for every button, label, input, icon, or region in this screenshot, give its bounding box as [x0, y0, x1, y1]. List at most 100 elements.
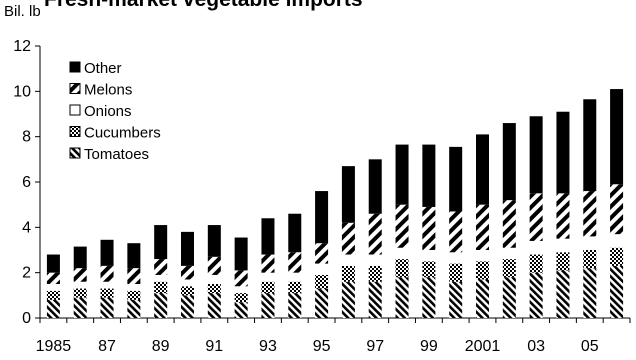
bar-segment-other-1987 [100, 239, 114, 266]
legend-swatch-onions [69, 104, 81, 116]
bar-segment-tomatoes-1997 [368, 281, 382, 318]
bar-segment-tomatoes-1996 [341, 281, 355, 318]
bar-segment-tomatoes-1985 [46, 299, 60, 318]
bar-segment-melons-2001 [476, 204, 489, 250]
bar-segment-tomatoes-1993 [261, 293, 275, 318]
bar-segment-cucumbers-1985 [46, 290, 60, 300]
x-tick-label: 03 [527, 338, 545, 355]
bar-segment-onions-1986 [73, 281, 87, 289]
bar-segment-melons-2000 [449, 211, 463, 253]
y-tick-label: 8 [22, 129, 31, 146]
bar-segment-melons-1998 [395, 204, 409, 248]
x-tick-label: 91 [205, 338, 223, 355]
bar-segment-other-1990 [181, 231, 194, 266]
bar-segment-onions-2002 [502, 247, 516, 260]
bar-segment-cucumbers-2004 [556, 252, 570, 271]
bar-segment-other-2000 [449, 146, 463, 212]
bar-segment-cucumbers-2005 [583, 250, 597, 269]
bar-segment-melons-1993 [261, 254, 275, 273]
bar-segment-tomatoes-1990 [181, 295, 194, 318]
legend-swatch-other [69, 61, 81, 73]
bar-segment-cucumbers-1992 [234, 293, 248, 303]
x-tick-label: 93 [259, 338, 277, 355]
bar-segment-cucumbers-2001 [476, 261, 489, 280]
legend-label-onions: Onions [84, 103, 132, 120]
bar-segment-cucumbers-1987 [100, 288, 114, 298]
bar-segment-melons-2005 [583, 191, 597, 237]
bar-segment-cucumbers-1996 [341, 265, 355, 282]
bar-segment-other-2002 [502, 123, 516, 201]
bar-segment-onions-2006 [610, 234, 624, 248]
bar-segment-tomatoes-1999 [422, 277, 436, 318]
y-tick-label: 0 [22, 310, 31, 327]
legend-swatch-tomatoes [69, 147, 81, 159]
bar-segment-cucumbers-1991 [207, 284, 221, 294]
bar-segment-other-2001 [476, 134, 489, 205]
bar-segment-tomatoes-2002 [502, 277, 516, 318]
bar-segment-cucumbers-1997 [368, 265, 382, 282]
bar-segment-other-1994 [288, 213, 302, 253]
bar-segment-other-1991 [207, 225, 221, 257]
bar-segment-cucumbers-1990 [181, 286, 194, 296]
x-tick-label: 87 [98, 338, 116, 355]
bar-segment-tomatoes-2000 [449, 281, 463, 318]
x-tick-label: 97 [366, 338, 384, 355]
bar-segment-tomatoes-2003 [529, 272, 543, 318]
y-tick-label: 2 [22, 265, 31, 282]
bar-segment-other-1993 [261, 218, 275, 255]
bar-segment-cucumbers-1988 [127, 290, 141, 300]
legend-label-cucumbers: Cucumbers [84, 125, 161, 142]
bar-segment-onions-1991 [207, 274, 221, 284]
bar-segment-tomatoes-1989 [154, 293, 168, 318]
bar-segment-melons-2004 [556, 193, 570, 239]
bar-segment-melons-1991 [207, 256, 221, 275]
bar-segment-other-1995 [315, 191, 329, 244]
bar-segment-tomatoes-1998 [395, 277, 409, 318]
bar-segment-melons-2002 [502, 200, 516, 248]
bar-segment-tomatoes-1991 [207, 293, 221, 318]
bar-segment-onions-2003 [529, 240, 543, 255]
x-tick-label: 2001 [465, 338, 501, 355]
bar-segment-cucumbers-1998 [395, 259, 409, 278]
bar-segment-other-1989 [154, 225, 168, 260]
bar-segment-onions-1989 [154, 274, 168, 282]
y-tick-label: 10 [13, 83, 31, 100]
bar-segment-tomatoes-1987 [100, 297, 114, 318]
legend-label-tomatoes: Tomatoes [84, 146, 149, 163]
bar-segment-other-2004 [556, 111, 570, 194]
bar-segment-other-2005 [583, 99, 597, 192]
bar-segment-onions-1995 [315, 263, 329, 275]
bar-segment-onions-1987 [100, 281, 114, 289]
legend-swatch-cucumbers [69, 126, 81, 137]
bar-segment-tomatoes-2006 [610, 265, 624, 318]
legend-label-melons: Melons [84, 82, 132, 99]
bar-segment-onions-2005 [583, 236, 597, 250]
bar-segment-melons-1995 [315, 243, 329, 264]
bar-segment-cucumbers-1995 [315, 274, 329, 289]
bar-segment-other-1996 [341, 166, 355, 223]
bar-segment-onions-1996 [341, 254, 355, 266]
x-tick-label: 99 [420, 338, 438, 355]
bar-segment-onions-2000 [449, 252, 463, 264]
bar-segment-tomatoes-2001 [476, 279, 489, 318]
bar-segment-other-1997 [368, 159, 382, 214]
bar-segment-melons-1996 [341, 222, 355, 255]
bar-segment-melons-1989 [154, 259, 168, 275]
bar-segment-tomatoes-2005 [583, 268, 597, 318]
bar-segment-tomatoes-1988 [127, 299, 141, 318]
bar-segment-tomatoes-1992 [234, 302, 248, 318]
bar-segment-tomatoes-2004 [556, 270, 570, 318]
bar-segment-cucumbers-1993 [261, 281, 275, 294]
bar-segment-cucumbers-2002 [502, 259, 516, 278]
bar-segment-cucumbers-2000 [449, 263, 463, 282]
bar-segment-melons-2003 [529, 193, 543, 241]
bar-segment-onions-1988 [127, 284, 141, 291]
bar-segment-other-1988 [127, 243, 141, 269]
bar-segment-melons-1994 [288, 252, 302, 273]
bar-segment-melons-1999 [422, 206, 436, 250]
bar-segment-cucumbers-2003 [529, 254, 543, 273]
bar-segment-other-2006 [610, 89, 624, 185]
x-tick-label: 89 [152, 338, 170, 355]
bar-segment-onions-2004 [556, 238, 570, 253]
bar-segment-other-2003 [529, 116, 543, 194]
